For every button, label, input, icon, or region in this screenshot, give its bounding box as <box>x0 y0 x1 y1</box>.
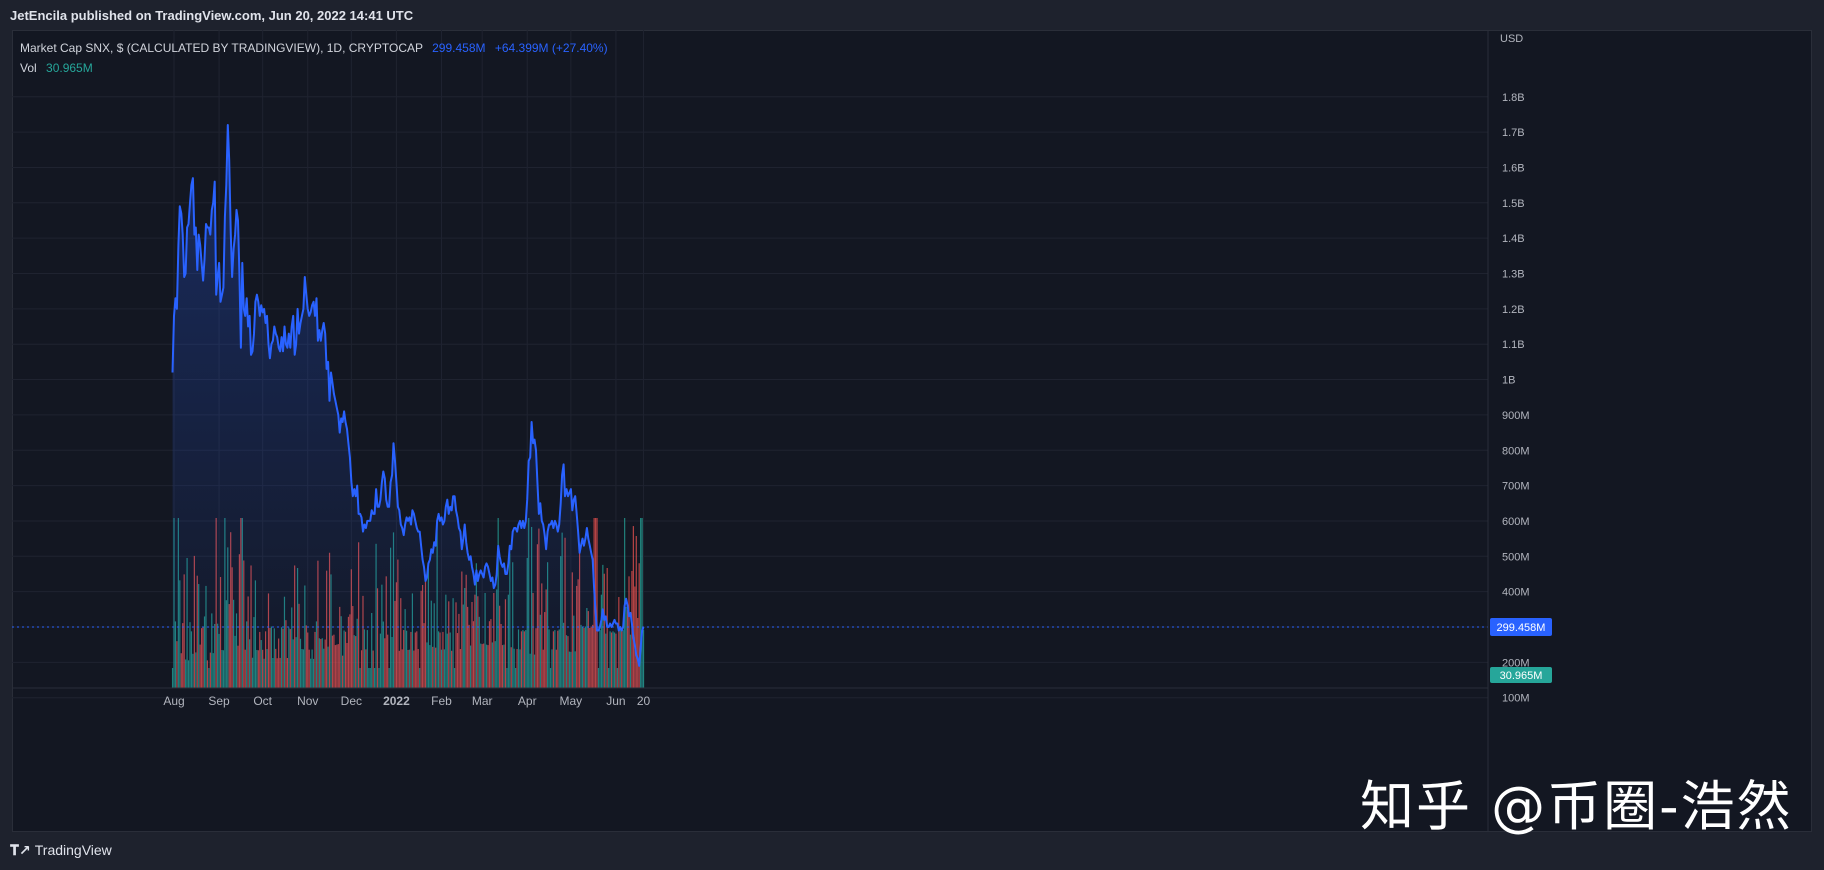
tv-logo-icon: 𝐓↗ <box>10 842 31 858</box>
price-tags: 299.458M 30.965M <box>1490 618 1552 683</box>
volume-bar <box>635 536 637 688</box>
zhihu-watermark: 知乎 @币圈-浩然 <box>1360 775 1793 838</box>
x-tick-label: Nov <box>297 694 318 708</box>
publish-info: JetEncila published on TradingView.com, … <box>10 8 414 23</box>
y-tick-label: 200M <box>1502 657 1530 669</box>
footer-bar: 𝐓↗ TradingView <box>0 832 1824 870</box>
y-tick-label: 1B <box>1502 375 1515 387</box>
y-tick-label: 1.5B <box>1502 198 1525 210</box>
x-tick-label: Apr <box>518 694 537 708</box>
tradingview-logo[interactable]: 𝐓↗ TradingView <box>10 842 112 859</box>
volume-bar <box>640 518 642 688</box>
x-tick-label: Aug <box>163 694 184 708</box>
y-tick-label: 900M <box>1502 410 1530 422</box>
market-cap-area <box>172 125 644 688</box>
last-value-tag-text: 299.458M <box>1497 622 1546 634</box>
x-tick-label: 2022 <box>383 694 410 708</box>
volume-tag <box>1490 667 1552 683</box>
last-value-tag <box>1490 618 1552 636</box>
volume-tag-text: 30.965M <box>1500 670 1543 682</box>
market-cap-line <box>171 124 645 667</box>
volume-bar <box>641 518 643 688</box>
change-value: +64.399M (+27.40%) <box>494 41 608 55</box>
volume-bar <box>637 618 639 688</box>
legend: Market Cap SNX, $ (CALCULATED BY TRADING… <box>20 38 608 78</box>
y-tick-label: 1.1B <box>1502 339 1525 351</box>
volume-bar <box>632 526 634 688</box>
x-tick-label: Jun <box>606 694 625 708</box>
y-tick-label: 600M <box>1502 516 1530 528</box>
y-tick-label: 500M <box>1502 551 1530 563</box>
x-tick-label: Oct <box>253 694 272 708</box>
volume-bar <box>638 563 640 688</box>
x-tick-label: Feb <box>431 694 452 708</box>
last-value: 299.458M <box>432 41 486 55</box>
y-tick-label: 1.7B <box>1502 127 1525 139</box>
y-tick-label: 100M <box>1502 693 1530 705</box>
y-tick-label: 1.4B <box>1502 233 1525 245</box>
market-cap-chart[interactable]: 1.8B 1.7B 1.6B 1.5B 1.4B 1.3B 1.2B 1.1B 1B 900M 80… <box>12 30 1812 832</box>
y-tick-label: 1.8B <box>1502 92 1525 104</box>
x-tick-label: May <box>560 694 583 708</box>
currency-label: USD <box>1500 33 1523 45</box>
y-tick-label: 400M <box>1502 587 1530 599</box>
x-tick-label: Mar <box>472 694 493 708</box>
tradingview-logo-text: TradingView <box>34 842 112 858</box>
volume-bar <box>642 630 645 688</box>
y-tick-label: 700M <box>1502 481 1530 493</box>
x-tick-label: Sep <box>208 694 230 708</box>
volume-bar <box>596 518 598 688</box>
y-tick-label: 1.6B <box>1502 162 1525 174</box>
header-bar: JetEncila published on TradingView.com, … <box>0 0 1824 30</box>
y-tick-label: 1.2B <box>1502 304 1525 316</box>
y-tick-label: 800M <box>1502 445 1530 457</box>
y-tick-label: 1.3B <box>1502 269 1525 281</box>
volume-label[interactable]: Vol <box>20 61 37 75</box>
x-tick-label: 20 <box>637 694 651 708</box>
symbol-title[interactable]: Market Cap SNX, $ (CALCULATED BY TRADING… <box>20 41 423 55</box>
volume-value: 30.965M <box>46 61 93 75</box>
volume-bar <box>634 586 636 688</box>
x-tick-label: Dec <box>341 694 362 708</box>
